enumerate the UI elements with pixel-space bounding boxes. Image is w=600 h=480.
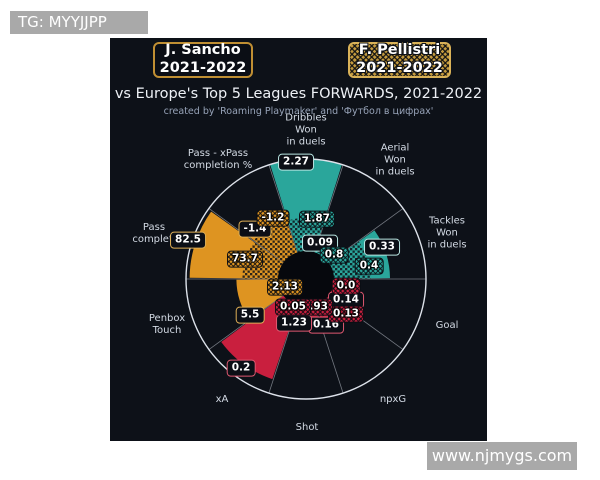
category-label: npxG [379,393,407,405]
player-name-sancho: J. Sancho [165,42,241,59]
value-chip-sancho: 2.27 [278,153,314,171]
category-label: Goal [435,319,459,331]
value-chip-sancho: 5.5 [235,306,265,324]
value-chip-pellistri: 1.87 [299,210,335,228]
value-chip-pellistri: 0.05 [275,298,311,316]
category-label: Pass completi [132,221,176,245]
value-chip-pellistri: 0.8 [319,246,349,264]
value-chip-pellistri: -1.2 [256,209,290,227]
watermark-telegram: TG: MYYJJPP [10,11,148,34]
category-label: xA [215,393,229,405]
player-badge-sancho: J. Sancho 2021-2022 [153,42,253,78]
player-season-pellistri: 2021-2022 [356,60,443,76]
category-label: Shot [295,421,319,433]
value-chip-pellistri: 73.7 [227,250,263,268]
value-chip-sancho: 0.33 [364,238,400,256]
value-chip-sancho: 0.2 [226,359,256,377]
category-label: Dribbles Won in duels [285,112,327,149]
watermark-website: www.njmygs.com [427,442,577,470]
value-chip-pellistri: 0.4 [354,257,384,275]
value-chip-sancho: 1.23 [276,314,312,332]
value-chip-sancho: 82.5 [170,231,206,249]
category-label: Pass - xPass completion % [183,147,253,171]
category-label: Aerial Won in duels [375,142,415,179]
chart-panel: J. Sancho 2021-2022 F. Pellistri 2021-20… [110,38,487,441]
value-chip-pellistri: 0.13 [328,305,364,323]
chart-title: vs Europe's Top 5 Leagues FORWARDS, 2021… [114,86,483,102]
chart-subtitle: created by 'Roaming Playmaker' and 'Футб… [163,106,434,117]
chart-overlay: Dribbles Won in duels 2.27 1.87 Aerial Won in d… [110,38,487,441]
value-chip-pellistri: 0.0 [331,277,361,295]
player-name-pellistri: F. Pellistri [358,42,441,59]
value-chip-pellistri: 2.13 [267,278,303,296]
category-label: Penbox Touch [148,312,186,336]
category-label: Tackles Won in duels [427,215,467,252]
player-season-sancho: 2021-2022 [159,60,247,76]
player-badge-pellistri: F. Pellistri 2021-2022 [348,42,451,78]
